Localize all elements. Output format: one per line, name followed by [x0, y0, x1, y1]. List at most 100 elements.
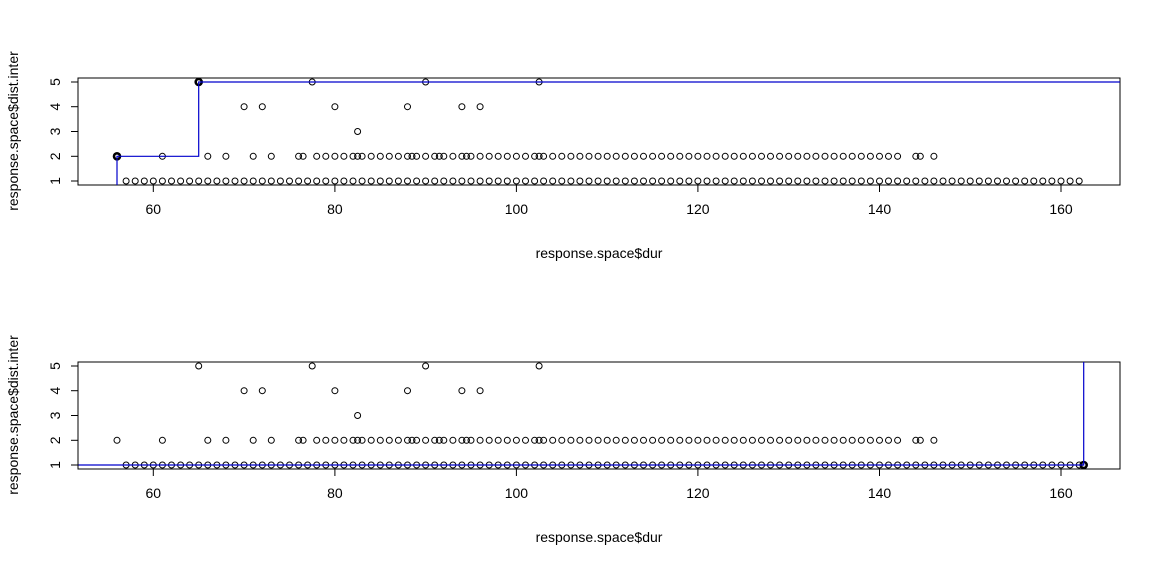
y-tick-label: 1: [47, 461, 63, 469]
data-point: [340, 177, 348, 185]
data-point: [367, 436, 375, 444]
data-point: [916, 152, 924, 160]
data-point: [1003, 177, 1010, 185]
data-point: [404, 436, 411, 444]
data-point: [694, 436, 702, 444]
data-point: [612, 436, 620, 444]
data-point: [685, 177, 693, 185]
data-point: [767, 152, 774, 160]
data-point: [876, 436, 883, 444]
data-point: [408, 436, 416, 444]
data-point: [394, 177, 402, 185]
data-point: [376, 152, 384, 160]
data-point: [258, 177, 266, 185]
x-tick-label: 140: [868, 485, 892, 501]
data-point: [512, 436, 520, 444]
data-point: [621, 152, 629, 160]
data-point: [1012, 177, 1020, 185]
data-point: [512, 152, 520, 160]
data-point: [458, 152, 466, 160]
data-point: [476, 436, 484, 444]
data-point: [803, 436, 811, 444]
data-point: [857, 436, 865, 444]
data-point: [603, 436, 611, 444]
data-point: [549, 436, 557, 444]
data-point: [1030, 177, 1038, 185]
data-point: [322, 177, 330, 185]
data-point: [912, 436, 920, 444]
data-point: [485, 177, 493, 185]
data-point: [866, 177, 874, 185]
data-point: [676, 152, 684, 160]
data-point: [830, 152, 838, 160]
data-point: [503, 152, 511, 160]
data-point: [258, 103, 266, 111]
bottom-y-axis: 1 2 3 4 5: [47, 362, 79, 469]
data-point: [240, 387, 248, 395]
data-point: [467, 177, 475, 185]
data-point: [957, 177, 965, 185]
x-tick-label: 120: [686, 201, 710, 217]
data-point: [204, 436, 212, 444]
data-point: [758, 152, 765, 160]
data-point: [848, 177, 856, 185]
data-point: [522, 436, 529, 444]
data-point: [567, 436, 575, 444]
y-tick-label: 2: [47, 436, 63, 444]
data-point: [267, 436, 275, 444]
data-point: [694, 177, 702, 185]
data-point: [331, 152, 339, 160]
y-tick-label: 2: [47, 152, 63, 160]
data-point: [685, 436, 693, 444]
data-point: [494, 152, 502, 160]
data-point: [912, 177, 920, 185]
data-point: [649, 177, 657, 185]
data-point: [385, 177, 393, 185]
data-point: [458, 177, 466, 185]
data-point: [422, 152, 430, 160]
data-point: [866, 152, 874, 160]
data-point: [458, 387, 466, 395]
data-point: [803, 152, 811, 160]
data-point: [476, 103, 484, 111]
data-point: [204, 177, 212, 185]
data-point: [267, 177, 275, 185]
y-tick-label: 3: [47, 411, 63, 419]
data-point: [376, 436, 384, 444]
data-point: [349, 152, 357, 160]
x-tick-label: 60: [146, 485, 162, 501]
bottom-plot-box: [77, 361, 1121, 470]
data-point: [467, 152, 475, 160]
data-point: [422, 436, 430, 444]
data-point: [694, 152, 702, 160]
data-point: [758, 177, 765, 185]
data-point: [830, 177, 838, 185]
data-point: [585, 436, 593, 444]
data-point: [458, 436, 466, 444]
data-point: [739, 436, 747, 444]
x-tick-label: 80: [327, 485, 343, 501]
data-point: [776, 436, 784, 444]
step-line-path: [78, 362, 1085, 466]
data-point: [894, 177, 902, 185]
bottom-y-axis-label: response.space$dist.inter: [5, 335, 21, 495]
data-point: [158, 436, 166, 444]
x-tick-label: 100: [505, 485, 529, 501]
data-point: [349, 177, 357, 185]
data-point: [1039, 177, 1047, 185]
data-point: [249, 436, 257, 444]
data-point: [531, 436, 539, 444]
data-point: [721, 152, 729, 160]
data-point: [186, 177, 194, 185]
data-point: [821, 436, 829, 444]
x-tick-label: 100: [505, 201, 529, 217]
data-point: [640, 177, 647, 185]
data-point: [930, 436, 938, 444]
x-tick-label: 60: [146, 201, 162, 217]
data-point: [585, 177, 593, 185]
data-point: [667, 436, 675, 444]
data-point: [376, 177, 384, 185]
data-point: [748, 152, 756, 160]
data-point: [295, 152, 303, 160]
